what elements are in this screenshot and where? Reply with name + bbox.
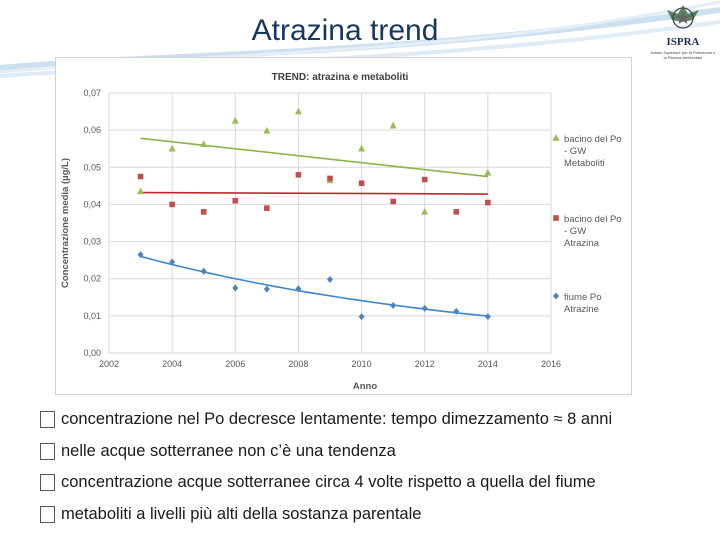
legend-label: fiume Po [564,292,602,303]
x-tick-label: 2002 [99,359,119,369]
data-point [137,173,144,180]
x-tick-label: 2010 [352,359,372,369]
data-point [358,180,365,187]
bullet-text: concentrazione nel Po decresce lentament… [61,410,613,428]
bullet-list: concentrazione nel Po decresce lentament… [40,404,710,530]
data-point [294,107,302,115]
data-point [421,207,429,215]
legend-marker [553,292,559,300]
x-tick-label: 2014 [478,359,498,369]
logo-subtitle: Istituto Superiore per la Protezione e l… [650,50,716,60]
x-tick-label: 2012 [415,359,435,369]
logo-name: ISPRA [666,36,700,48]
data-point [200,140,208,148]
data-point [484,168,492,176]
y-tick-label: 0,06 [83,125,101,135]
y-tick-label: 0,05 [83,162,101,172]
x-tick-label: 2006 [225,359,245,369]
bullet-text: nelle acque sotterranee non c’è una tend… [61,441,396,460]
y-tick-label: 0,02 [83,274,101,284]
data-point [169,201,175,208]
data-point [295,285,302,293]
data-point [232,197,239,204]
data-point [453,307,460,315]
bullet-box-icon [40,505,55,523]
data-point [485,199,491,206]
data-point [327,275,333,283]
data-point [231,116,239,124]
bullet-item: concentrazione acque sotterranee circa 4… [40,467,710,499]
data-point [168,144,176,152]
trend-chart: 0,00 0,01 0,02 0,03 0,04 0,05 0,06 0,07 2002 2004… [60,72,622,392]
bullet-text: concentrazione acque sotterranee circa 4… [61,473,596,491]
bullet-text: metaboliti a livelli più alti della sost… [61,504,422,523]
data-point [358,144,366,152]
data-point [421,304,428,312]
y-tick-label: 0,03 [83,237,101,247]
bullet-item: metaboliti a livelli più alti della sost… [40,499,710,531]
data-point [453,209,460,215]
data-point [232,284,239,292]
trendline [140,191,488,195]
data-point [295,171,302,178]
legend-label: bacino del Po [564,134,622,145]
data-point [484,313,491,321]
legend-label: bacino del Po [564,214,622,225]
x-tick-label: 2004 [162,359,182,369]
y-tick-label: 0,04 [83,199,101,209]
legend-label: Atrazina [564,238,600,249]
chart-frame: 0,00 0,01 0,02 0,03 0,04 0,05 0,06 0,07 2002 2004… [55,57,632,395]
data-point [389,121,397,129]
y-tick-label: 0,00 [83,348,101,358]
ispra-emblem-icon [667,5,699,29]
legend-label: - GW [564,226,586,237]
data-point [327,175,333,182]
chart-title: TREND: atrazina e metaboliti [272,72,409,83]
data-point [358,313,365,321]
data-point [264,205,270,211]
y-axis-label: Concentrazione media (µg/L) [60,158,71,288]
slide-title: Atrazina trend [251,14,439,47]
trendline [140,137,488,178]
legend-label: Metaboliti [564,158,605,169]
y-tick-label: 0,07 [83,88,101,98]
data-point [200,267,207,275]
y-tick-label: 0,01 [83,311,101,321]
bullet-item: nelle acque sotterranee non c’è una tend… [40,436,710,468]
data-point [263,126,271,134]
trendline [140,255,488,317]
x-axis-label: Anno [353,381,377,392]
data-point [390,301,397,309]
legend-label: - GW [564,146,586,157]
bullet-box-icon [40,442,55,460]
bullet-item: concentrazione nel Po decresce lentament… [40,404,710,436]
data-point [137,251,144,259]
data-point [390,198,396,205]
bullet-box-icon [40,474,55,492]
data-point [200,209,207,215]
bullet-box-icon [40,411,55,429]
data-point [137,187,145,195]
data-point [169,258,176,266]
data-point [421,176,428,183]
legend-marker [553,215,559,221]
x-tick-label: 2008 [288,359,308,369]
x-tick-label: 2016 [541,359,561,369]
legend-label: Atrazine [564,304,599,315]
data-point [263,285,270,293]
legend-marker [552,134,560,141]
